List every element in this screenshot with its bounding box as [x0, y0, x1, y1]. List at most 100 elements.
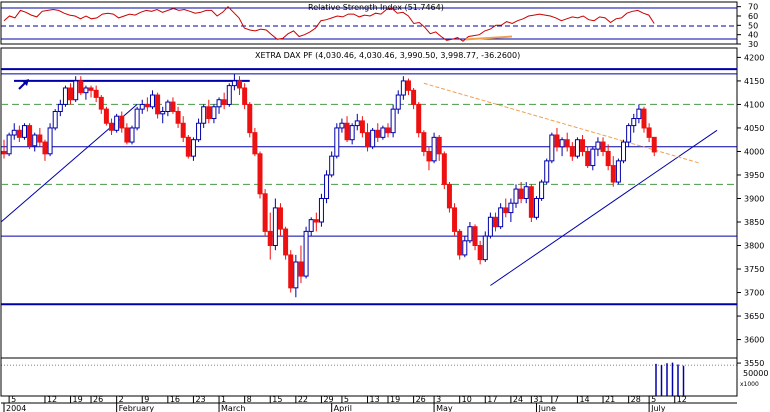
rsi-tick-label: 60 [748, 12, 758, 21]
x-tick-label: 16 [170, 395, 180, 404]
candle-down [124, 127, 130, 143]
candle-up [149, 94, 155, 108]
candle-up [73, 80, 79, 101]
price-tick-label: 3900 [744, 194, 764, 203]
candle-down [421, 132, 427, 152]
volume-tick: 50000 [743, 369, 768, 378]
candle-up [544, 160, 550, 183]
candle-down [493, 216, 499, 228]
candle-up [339, 122, 345, 129]
candle-up [626, 125, 632, 143]
candle-up [303, 230, 309, 277]
candle-down [93, 89, 99, 98]
rsi-tick-label: 40 [748, 31, 758, 40]
candle-down [88, 87, 94, 91]
candle-up [216, 99, 222, 108]
candle-down [416, 103, 422, 134]
x-tick-label: 9 [144, 395, 149, 404]
price-tick-label: 3950 [744, 171, 764, 180]
candle-down [288, 254, 294, 289]
candle-down [641, 108, 647, 129]
candle-up [400, 80, 406, 96]
candle-down [564, 139, 570, 148]
volume-unit: x1000 [740, 381, 759, 388]
candle-up [595, 141, 601, 150]
x-tick-label: 5 [344, 395, 349, 404]
candle-down [441, 153, 447, 185]
candle-down [155, 94, 161, 115]
candle-up [508, 202, 514, 214]
candle-down [503, 207, 509, 214]
uptrend-line-right [490, 129, 718, 286]
candle-up [83, 87, 89, 94]
candle-down [257, 153, 263, 195]
candle-down [37, 134, 43, 143]
x-tick-label: 12 [677, 395, 687, 404]
candle-down [457, 230, 463, 256]
candle-up [431, 136, 437, 162]
candle-up [631, 118, 637, 127]
month-label: March [221, 404, 245, 412]
candle-down [144, 103, 150, 108]
candle-down [600, 141, 606, 152]
candle-up [482, 235, 488, 261]
candle-up [190, 139, 196, 157]
x-tick-label: 13 [370, 395, 380, 404]
x-tick-label: 1 [221, 395, 226, 404]
candle-down [175, 110, 181, 124]
price-tick-label: 3800 [744, 242, 764, 251]
candle-down [585, 150, 591, 167]
rsi-highlight-stroke [465, 35, 513, 41]
month-label: April [334, 404, 352, 412]
candle-up [549, 134, 555, 162]
candle-down [365, 132, 371, 148]
x-tick-label: 31 [533, 395, 543, 404]
candle-down [405, 80, 411, 91]
support-resistance-lines [1, 68, 737, 306]
x-tick-label: 10 [462, 395, 472, 404]
price-tick-label: 3600 [744, 336, 764, 345]
rsi-tick-label: 50 [748, 21, 758, 30]
candle-down [1, 150, 7, 155]
volume-panel: 50000 x1000 [1, 357, 768, 396]
candle-up [334, 127, 340, 157]
candle-up [523, 186, 529, 199]
candle-down [27, 125, 33, 147]
candle-down [472, 226, 478, 247]
candle-up [539, 181, 545, 199]
x-tick-label: 29 [323, 395, 333, 404]
price-tick-label: 4050 [744, 124, 764, 133]
candle-up [590, 148, 596, 167]
candle-down [610, 165, 616, 183]
candle-up [349, 125, 355, 141]
rsi-panel: Relative Strength Index (51.7464) 706050… [0, 1, 758, 49]
candle-down [68, 87, 74, 101]
candle-down [180, 122, 186, 138]
candle-up [272, 207, 278, 247]
candle-up [134, 108, 140, 129]
candle-up [114, 115, 120, 131]
rsi-line [3, 5, 655, 42]
arrow-icon [18, 79, 29, 90]
candle-down [252, 132, 258, 155]
candle-up [559, 139, 565, 148]
x-tick-label: 24 [513, 395, 523, 404]
x-tick-label: 3 [436, 395, 441, 404]
candle-up [47, 127, 53, 155]
month-label: June [537, 404, 556, 412]
x-tick-label: 5 [651, 395, 656, 404]
price-tick-label: 3750 [744, 265, 764, 274]
candle-down [283, 228, 289, 256]
candle-up [390, 108, 396, 134]
candle-down [298, 261, 304, 277]
candle-up [293, 261, 299, 289]
candle-down [359, 120, 365, 134]
candle-down [98, 96, 104, 110]
price-tick-label: 4200 [744, 53, 764, 62]
x-tick-label: 2 [119, 395, 124, 404]
candle-down [477, 245, 483, 261]
time-axis: 5 12 19 26 2 9 16 23 1 8 15 22 29 5 13 19 26 3 10 17 24 31 7 14… [1, 395, 737, 412]
candle-up [129, 127, 135, 143]
candle-up [354, 120, 360, 127]
